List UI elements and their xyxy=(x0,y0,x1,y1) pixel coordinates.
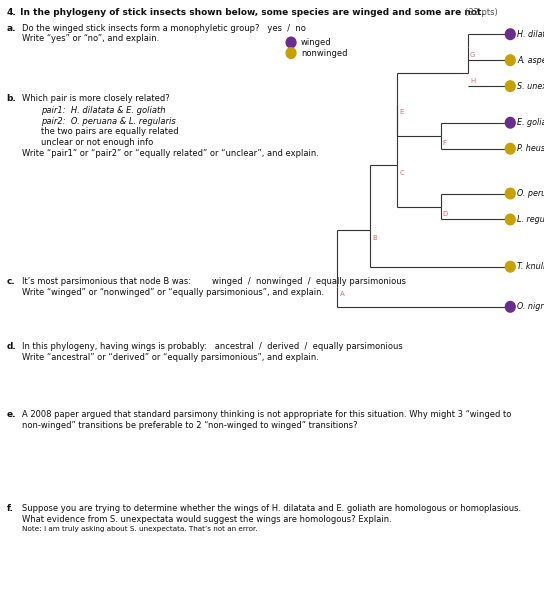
Text: Write “winged” or “nonwinged” or “equally parsimonious”, and explain.: Write “winged” or “nonwinged” or “equall… xyxy=(22,288,324,297)
Circle shape xyxy=(505,301,515,312)
Text: Which pair is more closely related?: Which pair is more closely related? xyxy=(22,94,170,103)
Text: pair1:  H. dilatata & E. goliath: pair1: H. dilatata & E. goliath xyxy=(41,106,165,115)
Circle shape xyxy=(505,143,515,154)
Text: H: H xyxy=(470,78,475,84)
Circle shape xyxy=(505,214,515,225)
Text: Write “pair1” or “pair2” or “equally related” or “unclear”, and explain.: Write “pair1” or “pair2” or “equally rel… xyxy=(22,149,319,158)
Text: a.: a. xyxy=(7,24,16,32)
Text: pair2:  O. peruana & L. regularis: pair2: O. peruana & L. regularis xyxy=(41,117,176,126)
Text: 4.: 4. xyxy=(7,8,16,17)
Circle shape xyxy=(505,261,515,272)
Text: P. heusi: P. heusi xyxy=(517,144,544,153)
Text: O. peruana: O. peruana xyxy=(517,189,544,198)
Text: In this phylogeny, having wings is probably:   ancestral  /  derived  /  equally: In this phylogeny, having wings is proba… xyxy=(22,342,403,351)
Text: O. nigra: O. nigra xyxy=(517,302,544,312)
Text: G: G xyxy=(470,52,475,58)
Text: f.: f. xyxy=(7,504,14,513)
Text: C: C xyxy=(399,170,404,176)
Text: the two pairs are equally related: the two pairs are equally related xyxy=(41,127,178,136)
Text: A: A xyxy=(339,291,344,297)
Text: Write “yes” or “no”, and explain.: Write “yes” or “no”, and explain. xyxy=(22,34,159,43)
Text: L. regularis: L. regularis xyxy=(517,215,544,224)
Text: e.: e. xyxy=(7,410,16,419)
Text: D: D xyxy=(443,211,448,217)
Text: F: F xyxy=(443,140,447,146)
Text: non-winged” transitions be preferable to 2 “non-winged to winged” transitions?: non-winged” transitions be preferable to… xyxy=(22,421,357,430)
Text: E: E xyxy=(399,109,404,115)
Circle shape xyxy=(286,48,296,58)
Circle shape xyxy=(505,55,515,65)
Text: Do the winged stick insects form a monophyletic group?   yes  /  no: Do the winged stick insects form a monop… xyxy=(22,24,306,32)
Text: Write “ancestral” or “derived” or “equally parsimonious”, and explain.: Write “ancestral” or “derived” or “equal… xyxy=(22,353,319,362)
Circle shape xyxy=(505,117,515,128)
Text: What evidence from S. unexpectata would suggest the wings are homologous? Explai: What evidence from S. unexpectata would … xyxy=(22,515,392,524)
Text: E. goliath: E. goliath xyxy=(517,118,544,127)
Text: b.: b. xyxy=(7,94,16,103)
Text: S. unexpectata: S. unexpectata xyxy=(517,81,544,91)
Text: A. asperrimus: A. asperrimus xyxy=(517,55,544,65)
Text: Suppose you are trying to determine whether the wings of H. dilatata and E. goli: Suppose you are trying to determine whet… xyxy=(22,504,521,513)
Text: T. knulii: T. knulii xyxy=(517,262,544,271)
Circle shape xyxy=(505,29,515,40)
Text: d.: d. xyxy=(7,342,16,351)
Text: Note: I am truly asking about S. unexpectata. That’s not an error.: Note: I am truly asking about S. unexpec… xyxy=(22,526,257,532)
Text: It’s most parsimonious that node B was:        winged  /  nonwinged  /  equally : It’s most parsimonious that node B was: … xyxy=(22,277,406,286)
Text: (32 pts): (32 pts) xyxy=(465,8,498,17)
Text: In the phylogeny of stick insects shown below, some species are winged and some : In the phylogeny of stick insects shown … xyxy=(17,8,485,17)
Text: nonwinged: nonwinged xyxy=(301,48,347,58)
Text: unclear or not enough info: unclear or not enough info xyxy=(41,138,153,147)
Text: c.: c. xyxy=(7,277,15,286)
Circle shape xyxy=(505,81,515,91)
Text: B: B xyxy=(372,235,377,241)
Text: winged: winged xyxy=(301,38,331,47)
Circle shape xyxy=(505,188,515,199)
Text: A 2008 paper argued that standard parsimony thinking is not appropriate for this: A 2008 paper argued that standard parsim… xyxy=(22,410,511,419)
Text: H. dilatata: H. dilatata xyxy=(517,30,544,39)
Circle shape xyxy=(286,37,296,48)
